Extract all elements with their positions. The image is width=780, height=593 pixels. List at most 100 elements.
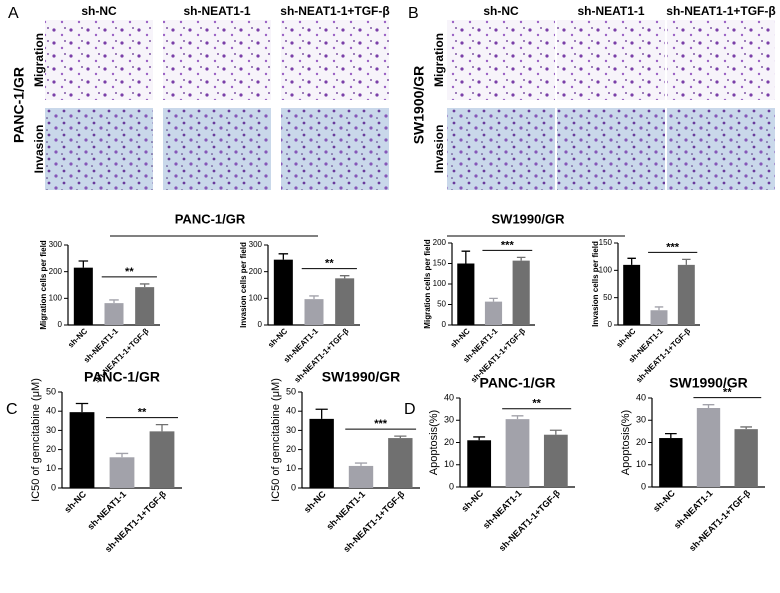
micrograph bbox=[281, 20, 389, 100]
error-bar bbox=[394, 435, 407, 439]
chart-title: PANC-1/GR bbox=[480, 375, 556, 391]
micrograph bbox=[447, 20, 555, 100]
micrograph bbox=[557, 20, 665, 100]
x-tick-label: sh-NC bbox=[302, 489, 328, 515]
y-tick-label: 10 bbox=[286, 463, 296, 473]
bar bbox=[69, 412, 95, 488]
y-tick-label: 30 bbox=[444, 415, 454, 425]
significance-label: ** bbox=[138, 407, 147, 419]
y-tick-label: 0 bbox=[608, 320, 613, 329]
cell-line-label: SW1900/GR bbox=[411, 66, 427, 145]
error-bar bbox=[664, 432, 677, 439]
error-bar bbox=[511, 415, 524, 420]
y-tick-label: 40 bbox=[286, 406, 296, 416]
panel-label: B bbox=[408, 5, 419, 22]
y-tick-label: 30 bbox=[636, 415, 646, 425]
micrograph bbox=[163, 108, 271, 190]
error-bar bbox=[549, 429, 562, 435]
row-label: Invasion bbox=[432, 125, 446, 174]
column-header: sh-NEAT1-1+TGF-β bbox=[280, 4, 389, 18]
bar bbox=[149, 431, 175, 488]
error-bar bbox=[75, 402, 89, 413]
column-header: sh-NEAT1-1 bbox=[183, 4, 250, 18]
error-bar bbox=[115, 452, 129, 458]
y-axis-label: Migration cells per field bbox=[39, 240, 48, 329]
bar bbox=[388, 438, 413, 488]
y-axis-label: Apoptosis(%) bbox=[428, 410, 440, 475]
error-bar bbox=[702, 404, 715, 409]
y-tick-label: 50 bbox=[603, 293, 612, 302]
y-tick-label: 50 bbox=[46, 386, 56, 396]
y-axis-label: Invasion cells per field bbox=[591, 241, 600, 327]
micrograph bbox=[557, 108, 665, 190]
y-tick-label: 0 bbox=[258, 320, 263, 329]
y-tick-label: 40 bbox=[444, 392, 454, 402]
significance-label: ** bbox=[125, 266, 134, 278]
micrograph bbox=[667, 108, 775, 190]
significance-label: ** bbox=[723, 387, 732, 399]
group-title: PANC-1/GR bbox=[175, 211, 246, 226]
panel-label: D bbox=[404, 401, 416, 418]
y-tick-label: 20 bbox=[286, 444, 296, 454]
row-label: Migration bbox=[432, 33, 446, 87]
bar bbox=[650, 310, 668, 325]
micrograph bbox=[447, 108, 555, 190]
error-bar bbox=[315, 408, 328, 419]
y-tick-label: 20 bbox=[636, 437, 646, 447]
x-tick-label: sh-NEAT1-1 bbox=[481, 488, 524, 531]
y-tick-label: 100 bbox=[433, 279, 447, 288]
column-header: sh-NC bbox=[483, 4, 519, 18]
significance-label: *** bbox=[374, 418, 388, 430]
chart-title: SW1990/GR bbox=[669, 375, 748, 391]
micrograph bbox=[163, 20, 271, 100]
error-bar bbox=[473, 436, 486, 441]
significance-label: ** bbox=[532, 398, 541, 410]
panel-label: A bbox=[8, 5, 19, 22]
micrograph bbox=[45, 108, 153, 190]
x-tick-label: sh-NC bbox=[459, 488, 485, 514]
y-tick-label: 0 bbox=[291, 482, 296, 492]
bar bbox=[505, 419, 530, 487]
significance-label: *** bbox=[501, 239, 515, 251]
bar bbox=[273, 259, 293, 325]
error-bar bbox=[109, 299, 119, 304]
bar bbox=[304, 299, 324, 325]
error-bar bbox=[461, 250, 471, 264]
y-tick-label: 40 bbox=[636, 392, 646, 402]
bar bbox=[659, 438, 683, 487]
error-bar bbox=[278, 253, 289, 260]
bar bbox=[467, 440, 492, 487]
error-bar bbox=[654, 306, 664, 311]
error-bar bbox=[740, 426, 753, 430]
micrograph bbox=[667, 20, 775, 100]
y-tick-label: 30 bbox=[286, 425, 296, 435]
error-bar bbox=[78, 260, 89, 268]
micrograph bbox=[45, 20, 153, 100]
y-tick-label: 300 bbox=[49, 240, 63, 249]
x-tick-label: sh-NC bbox=[62, 489, 88, 515]
x-tick-label: sh-NEAT1-1 bbox=[85, 489, 128, 532]
panel-label: C bbox=[6, 401, 18, 418]
y-tick-label: 20 bbox=[444, 437, 454, 447]
x-tick-label: sh-NC bbox=[615, 326, 638, 349]
y-axis-label: Apoptosis(%) bbox=[620, 410, 632, 475]
column-header: sh-NEAT1-1+TGF-β bbox=[666, 4, 775, 18]
y-tick-label: 100 bbox=[49, 293, 63, 302]
y-tick-label: 0 bbox=[58, 320, 63, 329]
y-tick-label: 0 bbox=[442, 320, 447, 329]
error-bar bbox=[627, 257, 636, 265]
bar bbox=[348, 465, 374, 488]
y-tick-label: 10 bbox=[636, 459, 646, 469]
y-tick-label: 40 bbox=[46, 406, 56, 416]
y-tick-label: 0 bbox=[641, 481, 646, 491]
y-tick-label: 150 bbox=[433, 259, 447, 268]
y-tick-label: 200 bbox=[249, 267, 263, 276]
bar bbox=[104, 303, 124, 325]
significance-label: *** bbox=[666, 241, 680, 253]
y-tick-label: 0 bbox=[449, 481, 454, 491]
row-label: Invasion bbox=[32, 125, 46, 174]
row-label: Migration bbox=[32, 33, 46, 87]
y-axis-label: IC50 of gemcitabine (μM) bbox=[270, 378, 282, 502]
bar bbox=[135, 287, 155, 325]
